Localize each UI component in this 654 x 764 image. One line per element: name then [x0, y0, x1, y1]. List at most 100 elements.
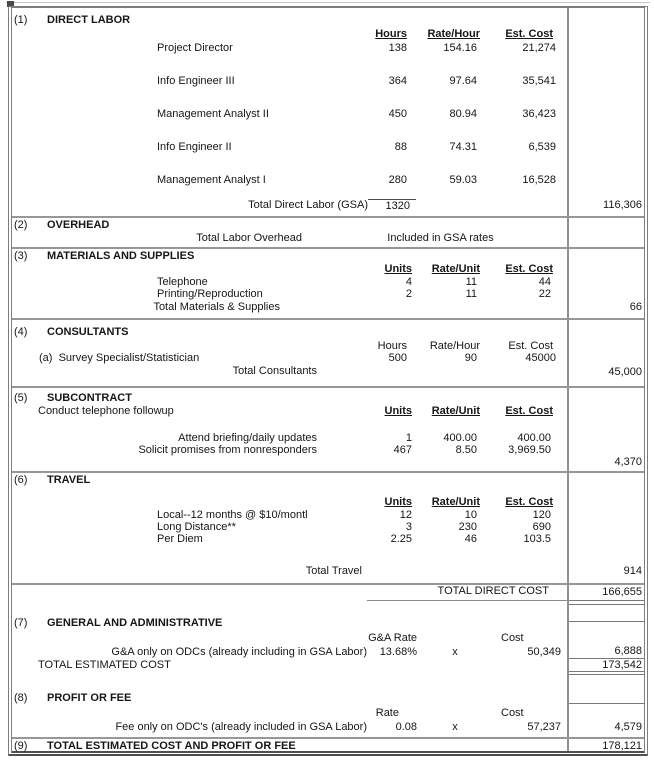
- s6-total-label: Total Travel: [305, 565, 362, 577]
- s3-header-rate: Rate/Unit: [431, 263, 480, 275]
- row-label: Management Analyst II: [157, 108, 269, 120]
- row-cost: 690: [532, 521, 551, 533]
- s8-multiply-sign: x: [452, 721, 458, 733]
- row-rate: 97.64: [449, 75, 477, 87]
- s5-header-rate: Rate/Unit: [431, 405, 480, 417]
- section-2-number: (2): [14, 219, 28, 231]
- row-label: Telephone: [157, 276, 208, 288]
- table-row: Solicit promises from nonresponders 467 …: [12, 444, 567, 456]
- s3-total-label: Total Materials & Supplies: [153, 301, 280, 313]
- row-label: Info Engineer II: [157, 141, 232, 153]
- table-row: Long Distance** 3 230 690: [12, 521, 567, 533]
- section-3-name: MATERIALS AND SUPPLIES: [47, 250, 195, 262]
- total-estimated-cost-label: TOTAL ESTIMATED COST: [38, 659, 171, 671]
- row-label: Per Diem: [157, 533, 203, 545]
- table-row: Local--12 months @ $10/montl 12 10 120: [12, 509, 567, 521]
- row-cost: 21,274: [522, 42, 556, 54]
- divider-s5-s6: [12, 471, 644, 473]
- section-4-number: (4): [14, 326, 28, 338]
- row-cost: 6,539: [528, 141, 556, 153]
- s7-cost-header: Cost: [501, 632, 524, 644]
- section-materials: (3) MATERIALS AND SUPPLIES Units Rate/Un…: [12, 250, 567, 313]
- row-hours: 138: [388, 42, 407, 54]
- section-4-name: CONSULTANTS: [47, 326, 129, 338]
- fee-value: 4,579: [614, 721, 642, 733]
- s8-row: Fee only on ODC's (already included in G…: [12, 721, 567, 734]
- section-subcontract: (5) SUBCONTRACT Conduct telephone follow…: [12, 392, 567, 456]
- table-row: Project Director 138 154.16 21,274: [12, 42, 567, 54]
- s8-rate-value: 0.08: [395, 721, 417, 733]
- row-label: Attend briefing/daily updates: [178, 432, 317, 444]
- table-row: Per Diem 2.25 46 103.5: [12, 533, 567, 545]
- totals-column-separator: [567, 8, 569, 751]
- section-travel: (6) TRAVEL Units Rate/Unit Est. Cost Loc…: [12, 474, 567, 577]
- s1-header-cost: Est. Cost: [505, 28, 553, 40]
- s6-total-row: Total Travel: [12, 565, 567, 577]
- s1-header-row: Hours Rate/Hour Est. Cost: [12, 28, 567, 40]
- row-rate: 59.03: [449, 174, 477, 186]
- row-units: 2.25: [390, 533, 412, 545]
- section-direct-labor: (1) DIRECT LABOR Hours Rate/Hour Est. Co…: [12, 14, 567, 212]
- section-overhead: (2) OVERHEAD Total Labor Overhead Includ…: [12, 219, 567, 244]
- row-rate: 400.00: [443, 432, 477, 444]
- ga-box-mid: [569, 658, 644, 659]
- row-label: Management Analyst I: [157, 174, 266, 186]
- s4-header-rate: Rate/Hour: [429, 340, 480, 352]
- s3-header-row: Units Rate/Unit Est. Cost: [12, 263, 567, 275]
- row-units: 3: [405, 521, 412, 533]
- s2-row-value: Included in GSA rates: [387, 232, 494, 244]
- divider-s4-s5: [12, 386, 644, 388]
- section-profit-fee: (8) PROFIT OR FEE Rate Cost Fee only on …: [12, 692, 567, 734]
- row-label: Printing/Reproduction: [157, 288, 263, 300]
- section-5-number: (5): [14, 392, 28, 404]
- row-hours: 88: [394, 141, 407, 153]
- s4-total-label: Total Consultants: [232, 365, 317, 377]
- table-row: Info Engineer II 88 74.31 6,539: [12, 141, 567, 153]
- s1-total-hours: 1320: [368, 199, 416, 212]
- ga-cost-value: 6,888: [614, 645, 642, 657]
- section-4-title: (4) CONSULTANTS: [12, 326, 567, 338]
- s4-row: (a) Survey Specialist/Statistician 500 9…: [12, 352, 567, 364]
- worksheet-frame: (1) DIRECT LABOR Hours Rate/Hour Est. Co…: [8, 6, 648, 756]
- row-rate: 74.31: [449, 141, 477, 153]
- row-cost: 400.00: [517, 432, 551, 444]
- divider-s1-s2: [12, 216, 644, 218]
- row-cost: 120: [532, 509, 551, 521]
- s1-total-label: Total Direct Labor (GSA): [248, 199, 368, 211]
- row-rate: 154.16: [443, 42, 477, 54]
- grand-total-label: TOTAL ESTIMATED COST AND PROFIT OR FEE: [47, 740, 296, 752]
- s6-header-rate: Rate/Unit: [431, 496, 480, 508]
- divider-s6-tdc: [12, 583, 644, 585]
- row-rate: 10: [464, 509, 477, 521]
- s4-header-hours: Hours: [377, 340, 407, 352]
- section-6-number: (6): [14, 474, 28, 486]
- ga-box-top: [569, 621, 644, 622]
- fee-box-top: [569, 703, 644, 704]
- section-5-name: SUBCONTRACT: [47, 392, 132, 404]
- section-2-title: (2) OVERHEAD: [12, 219, 567, 231]
- s3-total-row: Total Materials & Supplies: [12, 301, 567, 313]
- total-consultants-value: 45,000: [608, 366, 642, 378]
- row-units: 467: [393, 444, 412, 456]
- table-row: Printing/Reproduction 2 11 22: [12, 288, 567, 300]
- total-direct-cost-label: TOTAL DIRECT COST: [437, 585, 549, 597]
- s5-header-units: Units: [384, 405, 413, 417]
- grand-total-row: (9) TOTAL ESTIMATED COST AND PROFIT OR F…: [12, 740, 567, 752]
- s7-row-label: G&A only on ODCs (already including in G…: [111, 646, 367, 658]
- s1-header-hours: Hours: [375, 28, 407, 40]
- s7-rate-header: G&A Rate: [368, 632, 417, 644]
- table-row: Info Engineer III 364 97.64 35,541: [12, 75, 567, 87]
- s4-total-row: Total Consultants: [12, 365, 567, 377]
- total-materials-value: 66: [629, 301, 642, 313]
- s7-row: G&A only on ODCs (already including in G…: [12, 646, 567, 659]
- row-hours: 500: [388, 352, 407, 364]
- table-row: Telephone 4 11 44: [12, 276, 567, 288]
- row-units: 2: [405, 288, 412, 300]
- s5-intro-label: Conduct telephone followup: [38, 405, 174, 417]
- section-consultants: (4) CONSULTANTS Hours Rate/Hour Est. Cos…: [12, 326, 567, 377]
- s8-header-row: Rate Cost: [12, 707, 567, 720]
- row-cost: 22: [538, 288, 551, 300]
- s7-cost-value: 50,349: [527, 646, 561, 658]
- row-cost: 44: [538, 276, 551, 288]
